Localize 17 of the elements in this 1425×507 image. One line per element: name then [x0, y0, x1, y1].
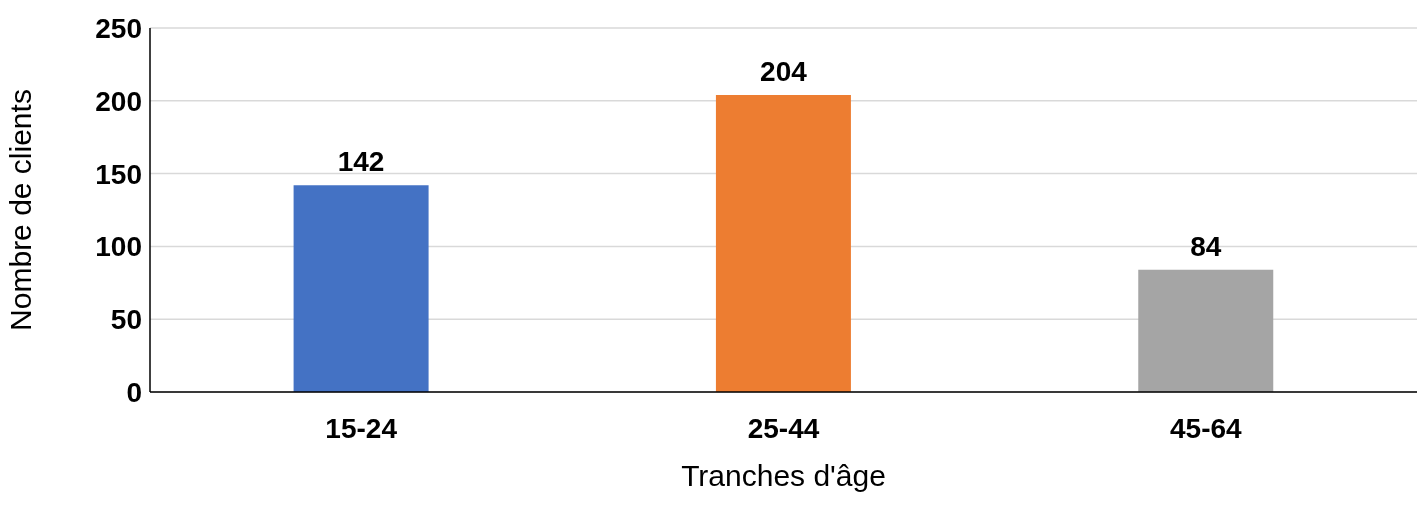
- y-tick-label: 100: [95, 231, 142, 263]
- x-axis-title: Tranches d'âge: [681, 459, 886, 492]
- y-tick-label: 150: [95, 158, 142, 190]
- y-axis-title: Nombre de clients: [3, 89, 37, 331]
- y-tick-label: 250: [95, 12, 142, 44]
- y-tick-label: 0: [126, 376, 142, 408]
- data-label: 142: [337, 146, 385, 178]
- data-label: 204: [760, 55, 808, 87]
- bar: [1138, 269, 1274, 392]
- bar: [715, 94, 851, 392]
- y-tick-label: 200: [95, 85, 142, 117]
- x-tick-label: 25-44: [747, 412, 820, 444]
- bar: [293, 185, 429, 392]
- data-label: 84: [1190, 230, 1222, 262]
- x-tick-label: 45-64: [1170, 412, 1243, 444]
- y-tick-label: 50: [110, 304, 142, 336]
- x-tick-label: 15-24: [325, 412, 398, 444]
